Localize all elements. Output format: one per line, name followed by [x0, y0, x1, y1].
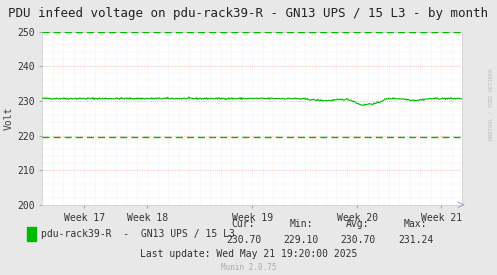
Text: Munin 2.0.75: Munin 2.0.75	[221, 263, 276, 272]
Text: pdu-rack39-R  -  GN13 UPS / 15 L3: pdu-rack39-R - GN13 UPS / 15 L3	[41, 229, 235, 239]
Text: 229.10: 229.10	[284, 235, 319, 244]
Text: 230.70: 230.70	[340, 235, 375, 244]
Text: Avg:: Avg:	[346, 219, 370, 229]
Text: Min:: Min:	[289, 219, 313, 229]
Y-axis label: Volt: Volt	[4, 106, 14, 130]
Text: 230.70: 230.70	[226, 235, 261, 244]
Text: Cur:: Cur:	[232, 219, 255, 229]
Text: Max:: Max:	[404, 219, 427, 229]
Text: Last update: Wed May 21 19:20:00 2025: Last update: Wed May 21 19:20:00 2025	[140, 249, 357, 259]
Text: RRDTOOL / TOBI OETIKER: RRDTOOL / TOBI OETIKER	[489, 69, 494, 140]
Text: 231.24: 231.24	[398, 235, 433, 244]
Text: PDU infeed voltage on pdu-rack39-R - GN13 UPS / 15 L3 - by month: PDU infeed voltage on pdu-rack39-R - GN1…	[8, 7, 489, 20]
